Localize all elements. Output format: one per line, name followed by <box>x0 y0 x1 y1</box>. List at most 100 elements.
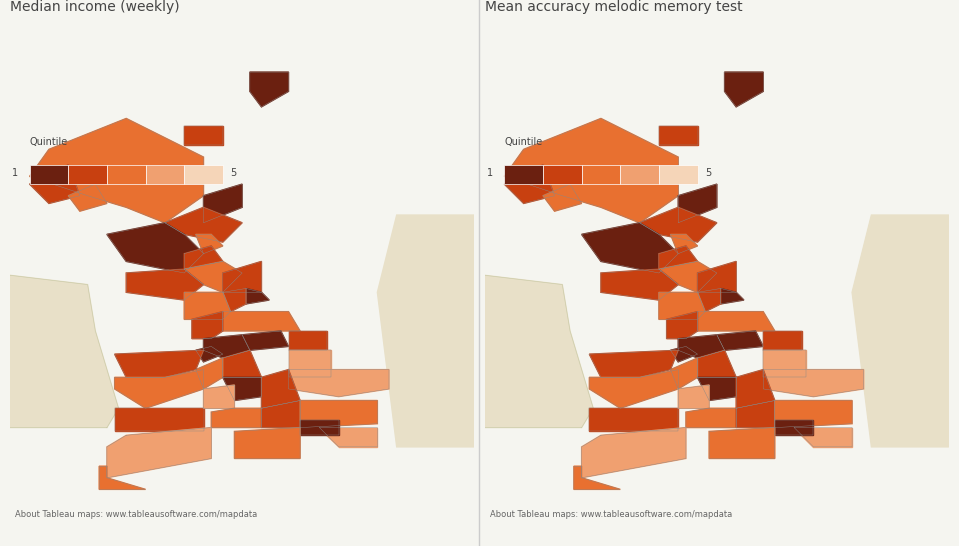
Polygon shape <box>165 207 242 242</box>
Text: About Tableau maps: www.tableausoftware.com/mapdata: About Tableau maps: www.tableausoftware.… <box>15 510 257 519</box>
Polygon shape <box>659 126 697 145</box>
Polygon shape <box>853 215 948 447</box>
Polygon shape <box>667 312 697 339</box>
Text: Quintile: Quintile <box>504 138 543 147</box>
Polygon shape <box>601 269 678 300</box>
Polygon shape <box>763 331 802 351</box>
Polygon shape <box>659 246 697 269</box>
Text: 1: 1 <box>486 168 493 177</box>
Polygon shape <box>242 331 289 351</box>
Polygon shape <box>196 358 222 389</box>
Polygon shape <box>678 184 716 223</box>
Polygon shape <box>68 184 106 211</box>
Polygon shape <box>196 234 222 254</box>
Polygon shape <box>106 223 203 273</box>
Polygon shape <box>697 377 737 401</box>
Polygon shape <box>678 335 725 358</box>
Polygon shape <box>763 370 864 396</box>
Text: Median income (weekly): Median income (weekly) <box>11 0 180 14</box>
Polygon shape <box>697 351 737 377</box>
Polygon shape <box>30 165 80 204</box>
Polygon shape <box>709 428 775 459</box>
Polygon shape <box>234 428 300 459</box>
Polygon shape <box>289 370 389 396</box>
Polygon shape <box>659 262 716 292</box>
FancyBboxPatch shape <box>146 165 184 184</box>
Polygon shape <box>115 370 203 408</box>
Polygon shape <box>716 331 763 351</box>
Polygon shape <box>590 370 678 408</box>
FancyBboxPatch shape <box>106 165 146 184</box>
Polygon shape <box>262 401 300 428</box>
FancyBboxPatch shape <box>543 165 581 184</box>
Polygon shape <box>670 346 697 362</box>
Polygon shape <box>794 428 853 447</box>
FancyBboxPatch shape <box>659 165 697 184</box>
Polygon shape <box>763 351 806 377</box>
Polygon shape <box>184 126 222 145</box>
Polygon shape <box>289 351 331 377</box>
Polygon shape <box>184 246 222 269</box>
Polygon shape <box>573 466 620 489</box>
FancyBboxPatch shape <box>184 165 222 184</box>
Polygon shape <box>222 262 262 292</box>
Text: Mean accuracy melodic memory test: Mean accuracy melodic memory test <box>485 0 742 14</box>
Polygon shape <box>222 288 246 312</box>
Polygon shape <box>697 288 721 312</box>
Text: 1: 1 <box>12 168 18 177</box>
Polygon shape <box>203 184 242 223</box>
Polygon shape <box>127 269 203 300</box>
Polygon shape <box>211 408 262 428</box>
Polygon shape <box>300 401 378 428</box>
Polygon shape <box>0 273 119 428</box>
Polygon shape <box>686 408 737 428</box>
Polygon shape <box>300 420 339 435</box>
Polygon shape <box>196 346 222 362</box>
Text: 5: 5 <box>705 168 712 177</box>
FancyBboxPatch shape <box>504 165 543 184</box>
Polygon shape <box>192 312 222 339</box>
Polygon shape <box>400 273 594 428</box>
Text: About Tableau maps: www.tableausoftware.com/mapdata: About Tableau maps: www.tableausoftware.… <box>490 510 732 519</box>
Polygon shape <box>378 215 474 447</box>
Polygon shape <box>737 370 775 408</box>
Polygon shape <box>246 288 269 304</box>
Polygon shape <box>184 262 242 292</box>
Polygon shape <box>504 165 554 204</box>
Polygon shape <box>590 408 678 431</box>
Polygon shape <box>30 118 203 223</box>
Polygon shape <box>203 335 250 358</box>
Polygon shape <box>115 408 203 431</box>
Polygon shape <box>721 288 744 304</box>
Polygon shape <box>203 385 234 408</box>
Polygon shape <box>115 351 203 377</box>
FancyBboxPatch shape <box>30 165 68 184</box>
Polygon shape <box>99 466 146 489</box>
FancyBboxPatch shape <box>68 165 106 184</box>
Polygon shape <box>659 292 705 319</box>
Polygon shape <box>775 420 813 435</box>
Polygon shape <box>775 401 853 428</box>
Polygon shape <box>581 428 686 478</box>
Polygon shape <box>725 72 763 107</box>
Text: 5: 5 <box>230 168 237 177</box>
Polygon shape <box>543 184 581 211</box>
Polygon shape <box>184 292 230 319</box>
Polygon shape <box>737 401 775 428</box>
Polygon shape <box>697 262 737 292</box>
Polygon shape <box>222 377 262 401</box>
Polygon shape <box>581 223 678 273</box>
Polygon shape <box>670 358 697 389</box>
Polygon shape <box>262 370 300 408</box>
Polygon shape <box>590 351 678 377</box>
Polygon shape <box>319 428 378 447</box>
Polygon shape <box>106 428 211 478</box>
Text: Quintile: Quintile <box>30 138 68 147</box>
Polygon shape <box>289 331 327 351</box>
Polygon shape <box>504 118 678 223</box>
Polygon shape <box>250 72 289 107</box>
Polygon shape <box>640 207 716 242</box>
Polygon shape <box>697 312 775 331</box>
Polygon shape <box>670 234 697 254</box>
FancyBboxPatch shape <box>620 165 659 184</box>
